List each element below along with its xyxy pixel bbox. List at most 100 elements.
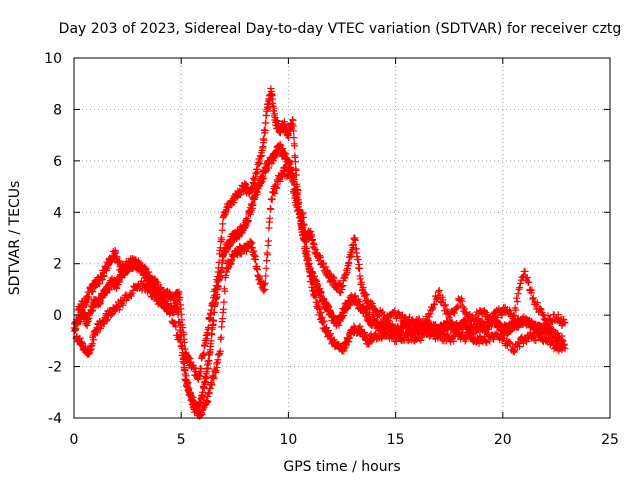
data-point xyxy=(263,257,271,265)
data-point xyxy=(266,214,274,222)
data-point xyxy=(200,349,208,357)
data-point xyxy=(103,315,111,323)
data-point xyxy=(441,301,449,309)
data-point xyxy=(83,321,91,329)
data-point xyxy=(372,335,380,343)
data-point xyxy=(314,281,322,289)
data-point xyxy=(392,337,400,345)
chart-title: Day 203 of 2023, Sidereal Day-to-day VTE… xyxy=(59,21,622,37)
data-point xyxy=(484,325,492,333)
data-point xyxy=(510,347,518,355)
data-point xyxy=(322,263,330,271)
data-point xyxy=(210,375,218,383)
data-point xyxy=(482,338,490,346)
y-tick-label: 8 xyxy=(53,102,62,118)
data-point xyxy=(249,201,257,209)
data-point xyxy=(489,317,497,325)
data-point xyxy=(162,301,170,309)
data-point xyxy=(181,338,189,346)
data-point xyxy=(294,187,302,195)
data-point xyxy=(385,317,393,325)
data-point xyxy=(392,315,400,323)
data-point xyxy=(309,236,317,244)
data-point xyxy=(261,279,269,287)
data-point xyxy=(560,340,568,348)
data-point xyxy=(146,287,154,295)
data-point xyxy=(428,305,436,313)
data-point xyxy=(542,316,550,324)
data-point xyxy=(561,319,569,327)
data-point xyxy=(260,136,268,144)
y-tick-label: 0 xyxy=(53,308,62,324)
data-point xyxy=(218,226,226,234)
data-point xyxy=(544,334,552,342)
data-point xyxy=(423,317,431,325)
data-point xyxy=(286,157,294,165)
data-point xyxy=(429,304,437,312)
data-point xyxy=(199,391,207,399)
data-point xyxy=(291,192,299,200)
data-point xyxy=(203,399,211,407)
plot-frame xyxy=(73,57,611,419)
data-point xyxy=(330,274,338,282)
data-point xyxy=(116,303,124,311)
data-point xyxy=(474,315,482,323)
data-point xyxy=(533,299,541,307)
data-point xyxy=(309,283,317,291)
data-point xyxy=(76,334,84,342)
data-point xyxy=(115,257,123,265)
data-point xyxy=(505,339,513,347)
data-point xyxy=(543,320,551,328)
data-point xyxy=(486,337,494,345)
data-point xyxy=(250,247,258,255)
data-point xyxy=(185,353,193,361)
data-point xyxy=(483,339,491,347)
data-point xyxy=(395,330,403,338)
data-point xyxy=(252,255,260,263)
data-point xyxy=(379,308,387,316)
data-point xyxy=(218,236,226,244)
data-point xyxy=(207,337,215,345)
data-point xyxy=(290,127,298,135)
data-point xyxy=(223,268,231,276)
data-point xyxy=(351,236,359,244)
data-point xyxy=(204,364,212,372)
data-point xyxy=(358,278,366,286)
data-point xyxy=(202,339,210,347)
data-point xyxy=(511,346,519,354)
data-point xyxy=(431,300,439,308)
data-point xyxy=(513,294,521,302)
x-tick-label: 20 xyxy=(494,432,512,448)
data-point xyxy=(312,276,320,284)
data-point xyxy=(417,336,425,344)
data-point xyxy=(443,305,451,313)
y-tick-label: 10 xyxy=(44,51,62,67)
data-point xyxy=(316,253,324,261)
data-point xyxy=(424,316,432,324)
data-point xyxy=(514,290,522,298)
data-point xyxy=(244,217,252,225)
data-point xyxy=(516,343,524,351)
data-point xyxy=(186,390,194,398)
data-points xyxy=(70,85,569,420)
data-point xyxy=(391,307,399,315)
data-point xyxy=(143,282,151,290)
data-point xyxy=(175,288,183,296)
data-point xyxy=(354,255,362,263)
y-tick-labels: -4 -2 0 2 4 6 8 10 xyxy=(44,51,62,427)
data-point xyxy=(425,313,433,321)
data-point xyxy=(289,177,297,185)
data-point xyxy=(260,287,268,295)
data-point xyxy=(470,317,478,325)
data-point xyxy=(458,297,466,305)
data-point xyxy=(440,302,448,310)
data-point xyxy=(190,364,198,372)
data-point xyxy=(172,323,180,331)
data-point xyxy=(512,306,520,314)
data-point xyxy=(434,288,442,296)
data-point xyxy=(435,287,443,295)
data-point xyxy=(219,305,227,313)
data-point xyxy=(412,336,420,344)
data-point xyxy=(204,397,212,405)
data-point xyxy=(290,185,298,193)
